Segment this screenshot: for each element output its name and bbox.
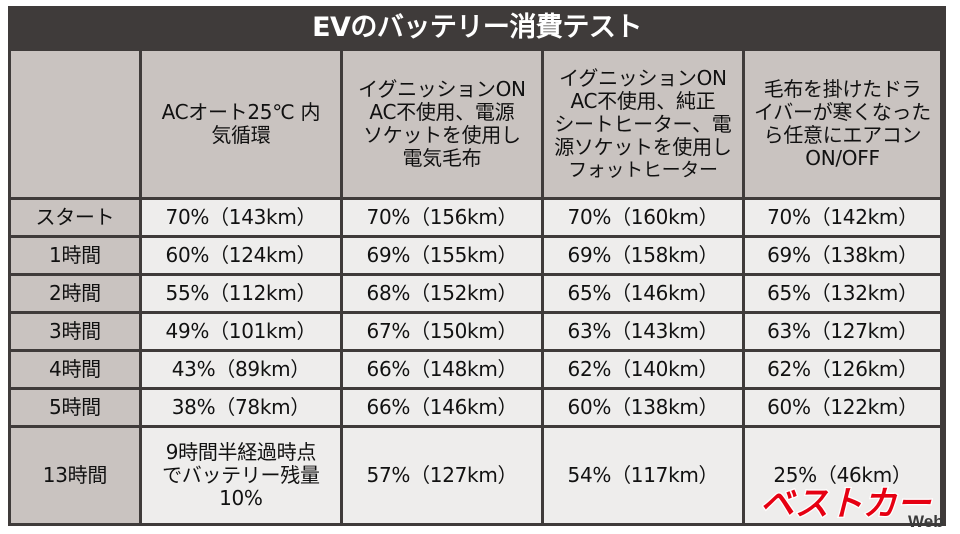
- battery-test-table-frame: EVのバッテリー消費テスト ACオート25℃ 内 気循環 イグニッションON A…: [8, 6, 946, 526]
- table-cell: 68%（152km）: [342, 276, 541, 311]
- table-cell: 57%（127km）: [342, 428, 541, 523]
- header-line: イバーが寒くなった: [754, 100, 931, 124]
- header-line: ソケットを使用し: [363, 123, 521, 147]
- header-line: ACオート25℃ 内: [161, 100, 321, 124]
- header-ac-auto: ACオート25℃ 内 気循環: [141, 51, 340, 197]
- header-line: 源ソケットを使用し: [554, 134, 732, 159]
- logo-sub-text: Web: [908, 512, 944, 531]
- table-cell: 60%（122km）: [744, 390, 940, 425]
- note-line: 9時間半経過時点: [165, 440, 317, 464]
- table-row: 3時間 49%（101km） 67%（150km） 63%（143km） 63%…: [11, 314, 940, 349]
- row-label: スタート: [11, 200, 139, 235]
- header-line: フォットヒーター: [568, 158, 718, 181]
- table-cell: 70%（142km）: [744, 200, 940, 235]
- header-line: 電気毛布: [402, 146, 482, 170]
- bestcar-web-logo: ベストカー Web: [759, 483, 944, 531]
- row-label: 2時間: [11, 276, 139, 311]
- header-line: シートヒーター、電: [554, 111, 732, 136]
- table-row-13h: 13時間 9時間半経過時点 でバッテリー残量 10% 57%（127km） 54…: [11, 428, 940, 523]
- table-cell: 66%（148km）: [342, 352, 541, 387]
- table-cell: 60%（138km）: [543, 390, 742, 425]
- header-line: イグニッションON: [358, 77, 526, 101]
- battery-test-table: ACオート25℃ 内 気循環 イグニッションON AC不使用、電源 ソケットを使…: [8, 48, 943, 526]
- table-cell: 66%（146km）: [342, 390, 541, 425]
- table-cell: 55%（112km）: [141, 276, 340, 311]
- table-cell: 54%（117km）: [543, 428, 742, 523]
- header-line: 毛布を掛けたドラ: [763, 77, 922, 101]
- header-blanket-ac-onoff: 毛布を掛けたドラ イバーが寒くなった ら任意にエアコン ON/OFF: [744, 51, 940, 197]
- logo-main-text: ベストカー: [760, 484, 932, 524]
- table-cell: 70%（143km）: [141, 200, 340, 235]
- row-label: 4時間: [11, 352, 139, 387]
- table-cell: 63%（127km）: [744, 314, 940, 349]
- table-cell: 69%（138km）: [744, 238, 940, 273]
- table-cell: 43%（89km）: [141, 352, 340, 387]
- table-cell: 65%（146km）: [543, 276, 742, 311]
- table-cell: 49%（101km）: [141, 314, 340, 349]
- table-cell: 62%（140km）: [543, 352, 742, 387]
- header-line: 気循環: [211, 123, 271, 147]
- table-cell: 60%（124km）: [141, 238, 340, 273]
- table-title: EVのバッテリー消費テスト: [312, 12, 642, 43]
- table-cell: 67%（150km）: [342, 314, 541, 349]
- header-line: ON/OFF: [805, 146, 880, 170]
- header-line: AC不使用、純正: [570, 88, 716, 113]
- header-line: AC不使用、電源: [369, 100, 515, 124]
- header-seat-heater: イグニッションON AC不使用、純正 シートヒーター、電 源ソケットを使用し フ…: [543, 51, 742, 197]
- table-cell: 70%（160km）: [543, 200, 742, 235]
- header-electric-blanket: イグニッションON AC不使用、電源 ソケットを使用し 電気毛布: [342, 51, 541, 197]
- row-label: 1時間: [11, 238, 139, 273]
- table-cell: 69%（158km）: [543, 238, 742, 273]
- note-line: でバッテリー残量: [162, 463, 320, 487]
- table-cell: 25%（46km）: [744, 428, 940, 523]
- table-row: スタート 70%（143km） 70%（156km） 70%（160km） 70…: [11, 200, 940, 235]
- table-cell: 38%（78km）: [141, 390, 340, 425]
- table-cell: 65%（132km）: [744, 276, 940, 311]
- table-cell: 70%（156km）: [342, 200, 541, 235]
- table-row: 1時間 60%（124km） 69%（155km） 69%（158km） 69%…: [11, 238, 940, 273]
- header-row: ACオート25℃ 内 気循環 イグニッションON AC不使用、電源 ソケットを使…: [11, 51, 940, 197]
- row-label: 3時間: [11, 314, 139, 349]
- table-cell: 62%（126km）: [744, 352, 940, 387]
- row-label: 13時間: [11, 428, 139, 523]
- note-line: 10%: [219, 486, 263, 510]
- table-cell: 69%（155km）: [342, 238, 541, 273]
- table-row: 4時間 43%（89km） 66%（148km） 62%（140km） 62%（…: [11, 352, 940, 387]
- table-row: 5時間 38%（78km） 66%（146km） 60%（138km） 60%（…: [11, 390, 940, 425]
- table-row: 2時間 55%（112km） 68%（152km） 65%（146km） 65%…: [11, 276, 940, 311]
- row-label: 5時間: [11, 390, 139, 425]
- header-corner: [11, 51, 139, 197]
- table-cell: 63%（143km）: [543, 314, 742, 349]
- header-line: イグニッションON: [559, 65, 727, 90]
- table-cell-note: 9時間半経過時点 でバッテリー残量 10%: [141, 428, 340, 523]
- header-line: ら任意にエアコン: [763, 123, 922, 147]
